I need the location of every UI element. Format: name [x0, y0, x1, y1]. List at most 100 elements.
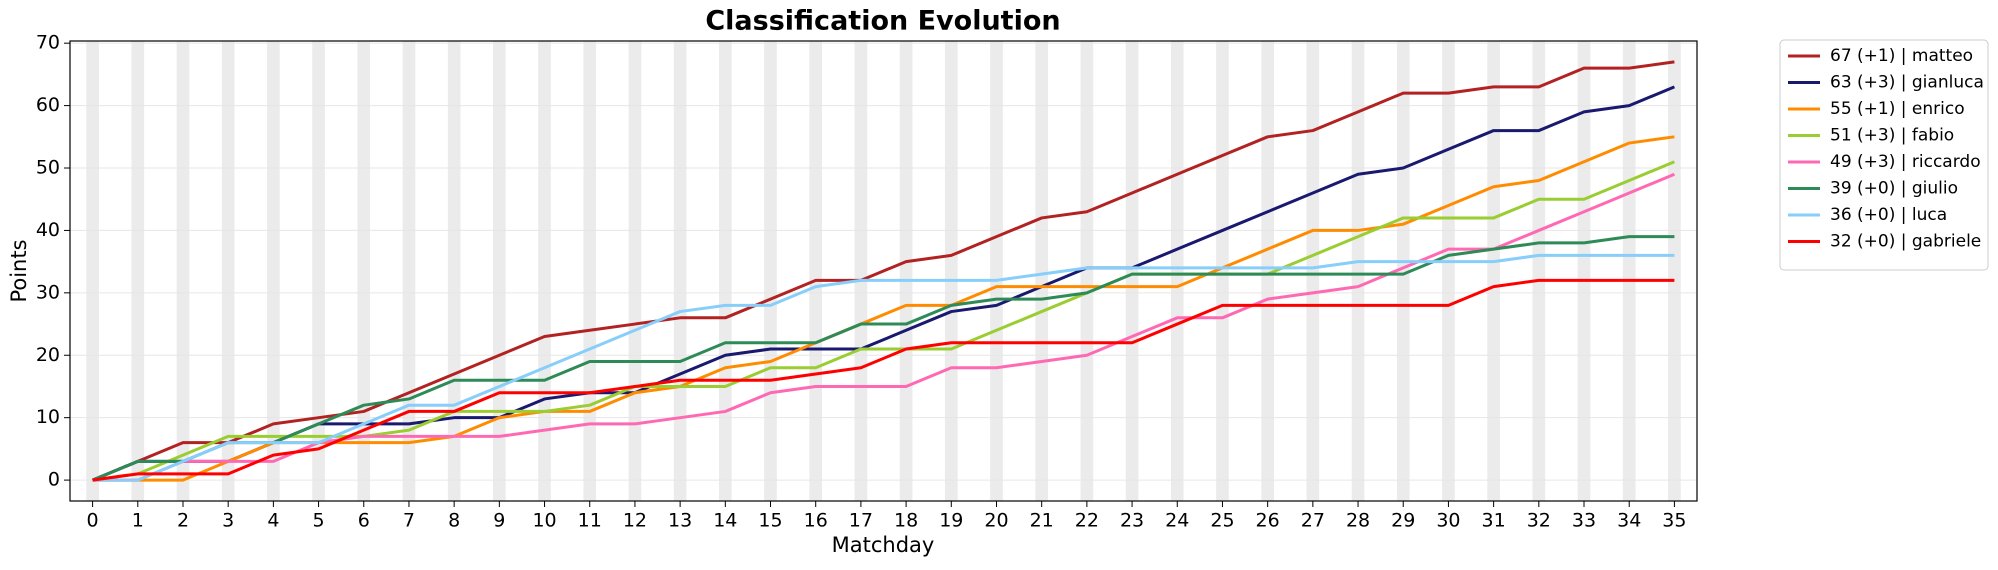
- x-tick-label: 12: [623, 510, 647, 532]
- legend-box: [1779, 39, 1989, 271]
- y-axis-label: Points: [7, 239, 31, 302]
- x-tick-label: 5: [313, 510, 325, 532]
- x-tick-label: 4: [267, 510, 279, 532]
- matchday-band: [1442, 41, 1455, 501]
- x-tick-label: 7: [403, 510, 415, 532]
- x-tick-label: 28: [1346, 510, 1370, 532]
- x-tick-label: 14: [713, 510, 737, 532]
- series-line: [92, 85, 1675, 482]
- x-tick-label: 27: [1301, 510, 1325, 532]
- x-axis-label: Matchday: [832, 533, 935, 557]
- y-tick-label: 60: [36, 94, 60, 116]
- x-tick-label: 30: [1436, 510, 1460, 532]
- matchday-band: [1351, 41, 1365, 501]
- matchday-band: [1487, 41, 1500, 501]
- series-line: [92, 60, 1675, 482]
- matchday-band: [809, 41, 823, 501]
- matchday-band: [990, 41, 1003, 501]
- matchday-band: [1577, 41, 1591, 501]
- legend-label: 36 (+0) | luca: [1830, 205, 1947, 225]
- x-tick-label: 21: [1030, 510, 1054, 532]
- y-tick-label: 0: [48, 469, 60, 491]
- plot-frame: [69, 40, 1698, 502]
- x-tick-label: 8: [448, 510, 460, 532]
- x-tick-label: 6: [358, 510, 370, 532]
- matchday-band: [718, 41, 732, 501]
- matchday-band: [583, 41, 597, 501]
- y-tick-label: 20: [36, 344, 60, 366]
- x-tick-label: 26: [1256, 510, 1280, 532]
- x-tick-label: 17: [849, 510, 873, 532]
- y-tick-label: 70: [36, 32, 60, 54]
- matchday-band: [673, 41, 687, 501]
- x-tick-label: 15: [758, 510, 782, 532]
- x-tick-label: 1: [132, 510, 144, 532]
- x-tick-label: 25: [1210, 510, 1234, 532]
- legend-label: 55 (+1) | enrico: [1830, 99, 1965, 119]
- matchday-band: [1170, 41, 1184, 501]
- matchday-band: [1532, 41, 1546, 501]
- series-line: [92, 253, 1675, 482]
- matchday-band: [493, 41, 506, 501]
- matchday-band: [1306, 41, 1320, 501]
- matchday-band: [1668, 41, 1681, 501]
- y-tick-label: 40: [36, 219, 60, 241]
- x-tick-label: 31: [1482, 510, 1506, 532]
- legend-label: 51 (+3) | fabio: [1830, 126, 1954, 146]
- matchday-band: [1125, 41, 1139, 501]
- x-tick-label: 0: [87, 510, 99, 532]
- matchday-band: [86, 41, 99, 501]
- x-tick-label: 3: [222, 510, 234, 532]
- matchday-band: [267, 41, 280, 501]
- x-tick-label: 33: [1572, 510, 1596, 532]
- x-tick-label: 2: [177, 510, 189, 532]
- series-line: [92, 172, 1675, 482]
- legend-label: 63 (+3) | gianluca: [1830, 73, 1984, 93]
- matchday-band: [1622, 41, 1636, 501]
- matchday-band: [447, 41, 461, 501]
- x-tick-label: 19: [939, 510, 963, 532]
- series-line: [92, 235, 1675, 482]
- x-tick-label: 13: [668, 510, 692, 532]
- matchday-band: [944, 41, 958, 501]
- matchday-band: [1396, 41, 1410, 501]
- x-tick-label: 24: [1165, 510, 1189, 532]
- x-tick-label: 20: [984, 510, 1008, 532]
- matchday-band: [538, 41, 551, 501]
- matchday-band: [854, 41, 868, 501]
- x-tick-label: 23: [1120, 510, 1144, 532]
- matchday-band: [1080, 41, 1094, 501]
- x-tick-label: 10: [532, 510, 556, 532]
- x-tick-label: 35: [1662, 510, 1686, 532]
- x-tick-label: 22: [1075, 510, 1099, 532]
- legend-label: 67 (+1) | matteo: [1830, 46, 1973, 66]
- series-line: [92, 278, 1675, 482]
- matchday-band: [312, 41, 325, 501]
- y-tick-label: 50: [36, 157, 60, 179]
- chart-title: Classification Evolution: [705, 6, 1060, 37]
- y-tick-label: 30: [36, 281, 60, 303]
- series-line: [92, 135, 1675, 482]
- legend-label: 39 (+0) | giulio: [1830, 179, 1958, 199]
- y-tick-label: 10: [36, 406, 60, 428]
- matchday-band: [628, 41, 642, 501]
- x-tick-label: 11: [578, 510, 602, 532]
- matchday-band: [221, 41, 235, 501]
- matchday-band: [764, 41, 777, 501]
- x-tick-label: 29: [1391, 510, 1415, 532]
- matchday-band: [402, 41, 416, 501]
- matchday-band: [1035, 41, 1049, 501]
- matchday-band: [176, 41, 190, 501]
- x-tick-label: 16: [804, 510, 828, 532]
- x-tick-label: 9: [493, 510, 505, 532]
- matchday-band: [357, 41, 371, 501]
- x-tick-label: 18: [894, 510, 918, 532]
- matchday-band: [899, 41, 913, 501]
- matchday-band: [1261, 41, 1274, 501]
- x-tick-label: 34: [1617, 510, 1641, 532]
- x-tick-label: 32: [1527, 510, 1551, 532]
- matchday-band: [131, 41, 145, 501]
- legend-label: 32 (+0) | gabriele: [1830, 232, 1981, 252]
- legend-label: 49 (+3) | riccardo: [1830, 152, 1981, 172]
